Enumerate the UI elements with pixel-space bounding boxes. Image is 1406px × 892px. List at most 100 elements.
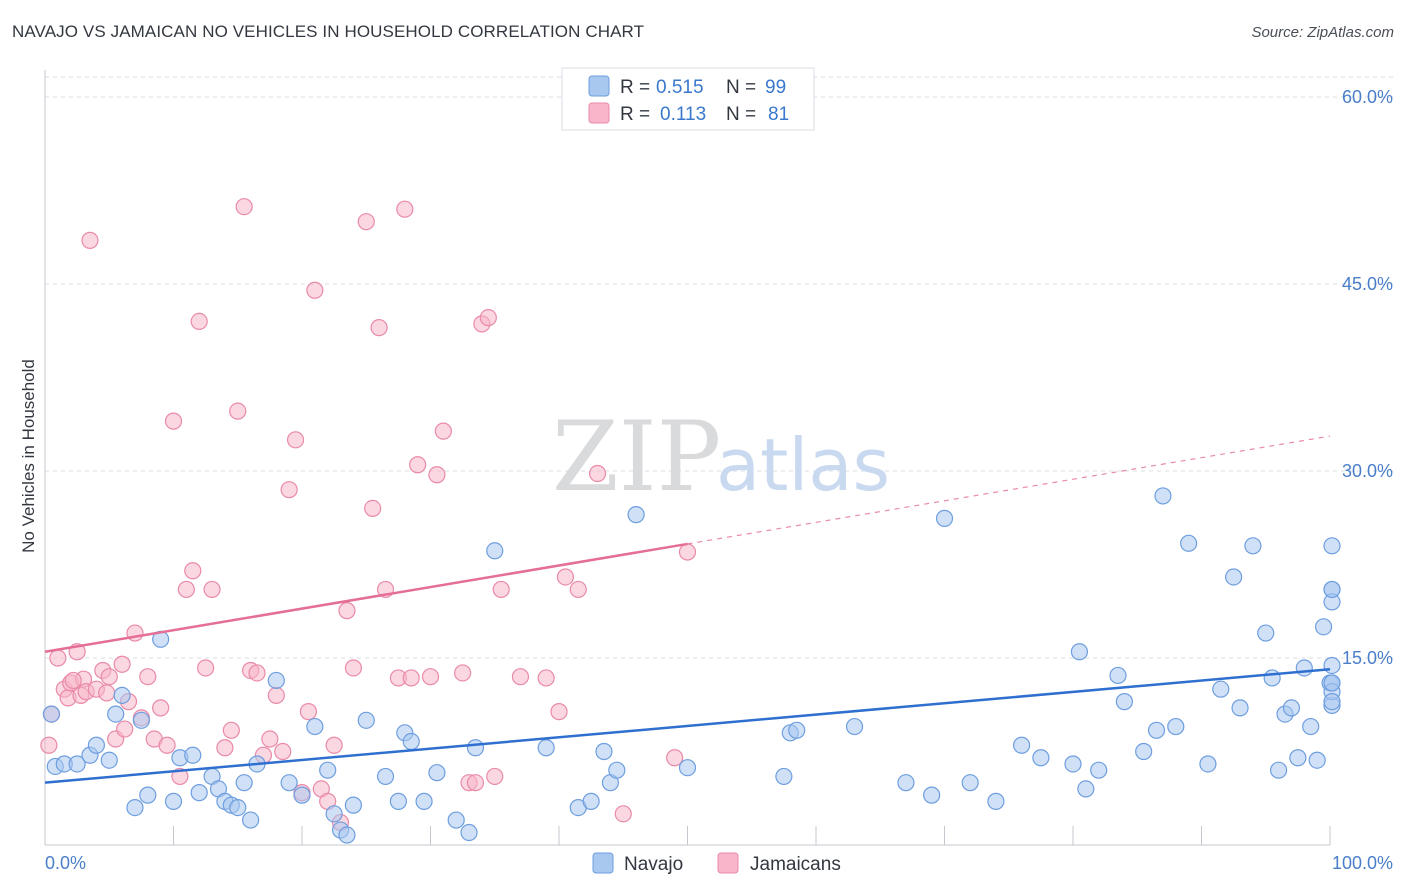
x-tick-label-0: 0.0% — [45, 853, 86, 873]
source-credit: Source: ZipAtlas.com — [1251, 24, 1394, 41]
jamaican-point-69 — [511, 668, 530, 686]
navajo-point-41 — [447, 811, 465, 829]
jamaican-point-28 — [197, 659, 215, 677]
jamaican-point-15 — [113, 655, 131, 673]
tick-labels: 15.0% 30.0% 45.0% 60.0% 0.0% 100.0% — [45, 87, 1393, 873]
navajo-point-40 — [428, 764, 446, 782]
jamaican-point-2 — [49, 649, 67, 667]
navajo-point-45 — [537, 739, 555, 757]
jamaican-point-32 — [229, 402, 247, 420]
bottom-legend-label-navajo: Navajo — [624, 854, 683, 875]
navajo-point-28 — [306, 717, 324, 736]
watermark-zip: ZIP — [552, 401, 721, 513]
jamaican-point-57 — [402, 669, 420, 687]
jamaican-point-38 — [267, 686, 285, 705]
navajo-point-57 — [897, 774, 915, 792]
navajo-point-91 — [1323, 537, 1341, 555]
navajo-point-98 — [1323, 693, 1341, 711]
navajo-point-25 — [267, 671, 285, 690]
legend-r-label-jamaican: R = — [620, 104, 650, 125]
navajo-point-65 — [1070, 643, 1089, 661]
jamaican-point-68 — [492, 580, 510, 599]
jamaican-point-31 — [222, 721, 240, 739]
navajo-point-71 — [1147, 721, 1166, 739]
navajo-point-26 — [280, 774, 298, 792]
jamaican-point-80 — [64, 671, 82, 690]
navajo-point-72 — [1154, 487, 1172, 505]
navajo-point-43 — [466, 739, 485, 757]
navajo-point-29 — [319, 761, 337, 779]
navajo-point-86 — [1295, 659, 1313, 677]
y-axis-label: No Vehicles in Household — [19, 359, 38, 553]
navajo-point-42 — [460, 823, 478, 842]
navajo-point-5 — [87, 736, 106, 754]
jamaican-point-61 — [434, 422, 452, 440]
series-legend: Navajo Jamaicans — [592, 852, 841, 875]
navajo-point-60 — [987, 792, 1005, 810]
navajo-point-84 — [1282, 699, 1301, 717]
navajo-point-85 — [1289, 749, 1307, 767]
navajo-point-63 — [1032, 749, 1050, 767]
navajo-point-64 — [1064, 755, 1082, 773]
navajo-point-59 — [961, 774, 979, 792]
jamaican-point-64 — [466, 774, 485, 792]
y-tick-label-60: 60.0% — [1342, 87, 1393, 107]
jamaican-point-78 — [98, 684, 116, 702]
navajo-point-48 — [595, 742, 613, 761]
jamaican-point-25 — [177, 580, 195, 599]
navajo-point-0 — [42, 705, 61, 723]
jamaican-point-56 — [396, 200, 414, 218]
navajo-point-76 — [1212, 680, 1230, 698]
bottom-legend-label-jamaican: Jamaicans — [750, 854, 841, 875]
jamaican-point-71 — [550, 703, 568, 721]
navajo-points — [42, 487, 1341, 844]
navajo-point-67 — [1090, 761, 1108, 779]
navajo-point-80 — [1257, 624, 1275, 642]
legend-n-label-navajo: N = — [726, 77, 756, 98]
navajo-point-74 — [1180, 534, 1198, 552]
navajo-point-34 — [357, 711, 375, 729]
navajo-point-69 — [1115, 693, 1134, 711]
jamaican-points — [40, 198, 697, 832]
navajo-point-68 — [1109, 666, 1127, 685]
jamaican-point-43 — [299, 703, 318, 721]
navajo-point-16 — [190, 784, 208, 802]
bottom-legend-swatch-navajo — [592, 852, 614, 874]
navajo-point-81 — [1263, 669, 1281, 687]
navajo-point-30 — [325, 805, 343, 823]
jamaican-point-66 — [479, 309, 497, 327]
jamaican-point-59 — [421, 668, 440, 686]
legend-r-label-navajo: R = — [620, 77, 650, 98]
jamaican-point-67 — [486, 767, 504, 786]
jamaican-point-22 — [158, 736, 176, 754]
jamaican-point-62 — [454, 664, 472, 682]
navajo-point-66 — [1077, 780, 1095, 798]
jamaican-trend-line — [44, 542, 688, 653]
jamaican-point-26 — [184, 562, 202, 580]
navajo-point-75 — [1199, 755, 1217, 773]
navajo-point-11 — [139, 786, 157, 804]
jamaican-point-21 — [152, 699, 170, 717]
navajo-point-33 — [344, 796, 362, 814]
legend-swatch-navajo — [588, 75, 610, 97]
navajo-point-22 — [235, 774, 253, 792]
navajo-point-96 — [1323, 580, 1341, 599]
jamaican-point-60 — [428, 466, 446, 484]
jamaican-point-49 — [338, 602, 356, 620]
legend-r-value-navajo: 0.515 — [656, 77, 704, 98]
navajo-point-44 — [486, 542, 504, 560]
navajo-point-50 — [608, 761, 626, 779]
y-tick-label-15: 15.0% — [1342, 648, 1393, 668]
jamaican-trend-extension — [687, 435, 1331, 545]
jamaican-point-50 — [344, 659, 362, 677]
jamaican-point-27 — [190, 312, 208, 330]
grid-lines — [45, 76, 1395, 659]
chart-title: NAVAJO VS JAMAICAN NO VEHICLES IN HOUSEH… — [12, 22, 645, 41]
navajo-point-73 — [1167, 717, 1185, 736]
navajo-point-79 — [1244, 537, 1262, 555]
navajo-point-35 — [376, 767, 395, 786]
jamaican-point-76 — [666, 749, 684, 767]
jamaican-point-44 — [306, 281, 324, 299]
navajo-point-87 — [1302, 717, 1320, 736]
